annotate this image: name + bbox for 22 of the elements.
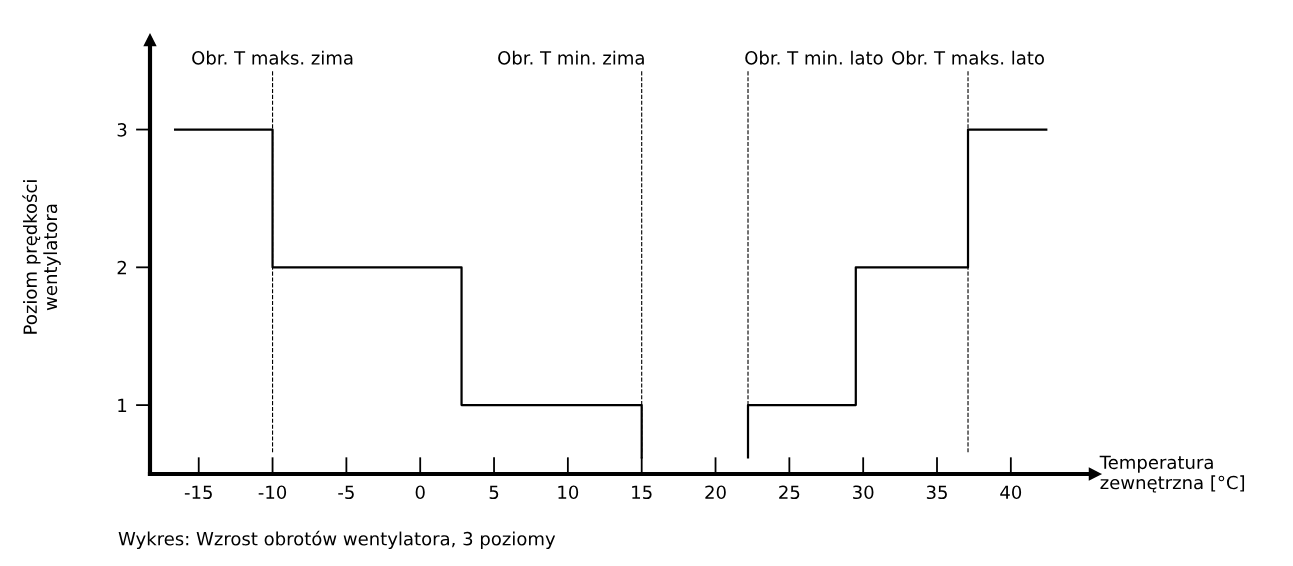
- y-tick-label: 2: [117, 260, 126, 275]
- x-tick-label: -15: [184, 485, 212, 500]
- ref-line-label: Obr. T min. zima: [498, 50, 644, 65]
- x-tick-label: 30: [853, 485, 874, 500]
- x-tick-label: 15: [632, 485, 652, 500]
- x-tick-label: 35: [926, 485, 947, 500]
- ref-line-label: Obr. T min. lato: [745, 50, 883, 65]
- x-axis-title: Temperatura zewnętrzna [°C]: [1099, 455, 1245, 493]
- y-tick-label: 1: [118, 398, 127, 412]
- y-tick-label: 3: [117, 123, 127, 137]
- x-tick-label: -10: [258, 485, 287, 500]
- x-tick-label: -5: [338, 485, 354, 500]
- x-tick-label: 0: [415, 485, 425, 500]
- ref-line-label: Obr. T maks. lato: [892, 50, 1044, 65]
- x-tick-label: 5: [489, 485, 499, 500]
- ref-line-label: Obr. T maks. zima: [192, 50, 353, 65]
- x-tick-label: 40: [1000, 485, 1022, 500]
- x-tick-label: 25: [779, 485, 800, 500]
- x-tick-label: 10: [558, 485, 579, 500]
- y-axis-title: Poziom prędkości wentylatora: [22, 180, 61, 334]
- x-tick-label: 20: [705, 485, 726, 500]
- text: Wykres: Wzrost obrotów wentylatora, 3 poziomy: [118, 530, 556, 550]
